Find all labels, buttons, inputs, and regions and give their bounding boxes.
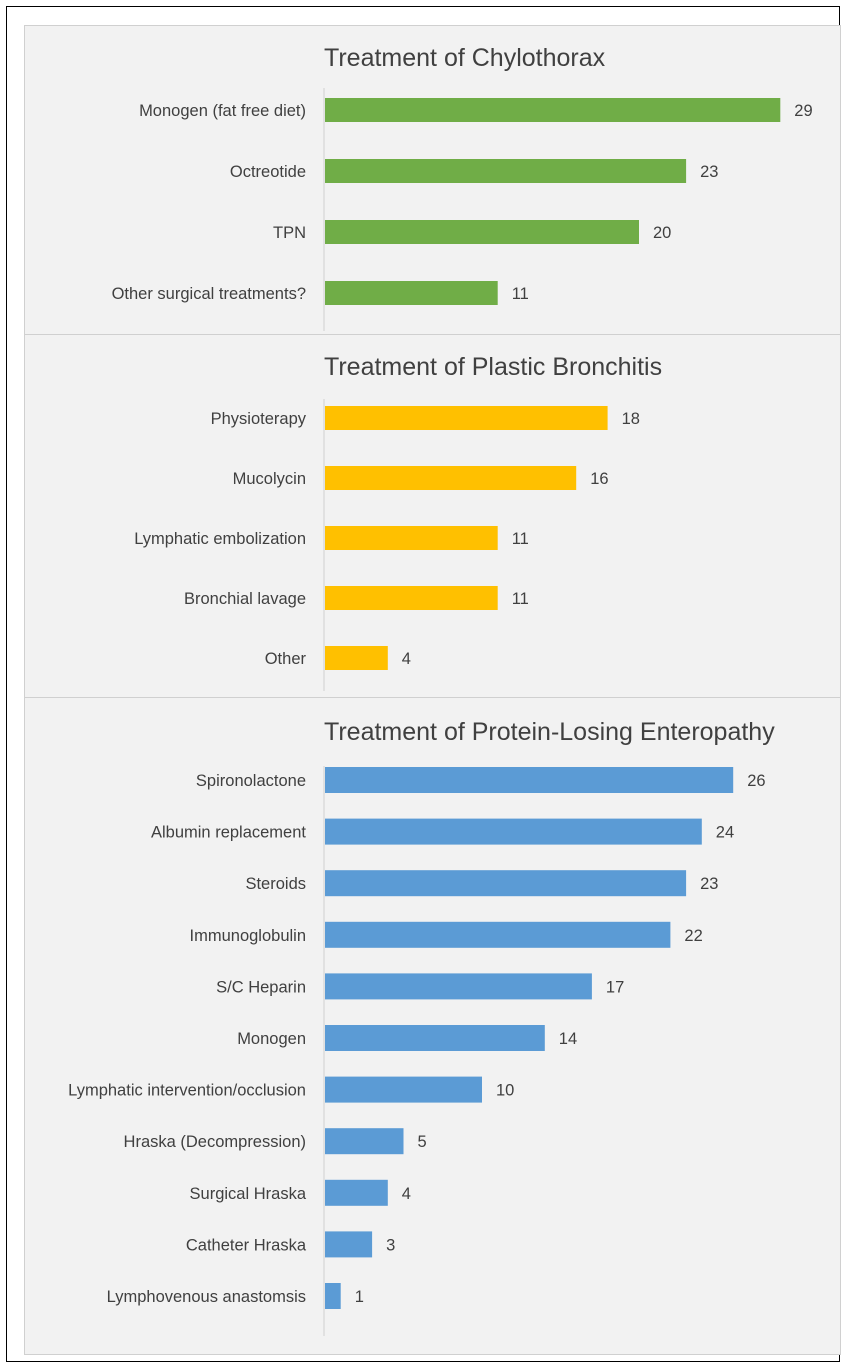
bar — [325, 281, 498, 305]
category-label: TPN — [273, 224, 306, 242]
value-label: 4 — [402, 650, 411, 668]
bar — [325, 526, 498, 550]
value-label: 1 — [355, 1288, 364, 1306]
bar — [325, 586, 498, 610]
chylothorax-chart-panel: Treatment of Chylothorax Monogen (fat fre… — [24, 25, 841, 336]
bar — [325, 1128, 404, 1155]
value-label: 23 — [700, 875, 718, 893]
bar — [325, 1179, 388, 1206]
value-label: 11 — [512, 590, 529, 608]
value-label: 11 — [512, 285, 529, 303]
bar — [325, 870, 687, 897]
bar — [325, 220, 639, 244]
bar — [325, 98, 781, 122]
category-label: Other — [265, 650, 307, 668]
value-label: 20 — [653, 224, 671, 242]
value-label: 18 — [622, 410, 640, 428]
bar — [325, 406, 608, 430]
bar — [325, 466, 577, 490]
bar — [325, 1076, 482, 1103]
value-label: 22 — [684, 927, 702, 945]
category-label: Other surgical treatments? — [112, 285, 306, 303]
value-label: 11 — [512, 530, 529, 548]
value-label: 24 — [716, 824, 734, 842]
value-label: 4 — [402, 1185, 411, 1203]
figure-frame: Treatment of Chylothorax Monogen (fat fre… — [6, 6, 841, 1362]
plastic-bronchitis-chart-panel: Treatment of Plastic Bronchitis Physioter… — [24, 334, 841, 698]
category-label: Lymphatic intervention/occlusion — [68, 1082, 306, 1100]
category-label: Catheter Hraska — [186, 1236, 307, 1254]
value-label: 17 — [606, 978, 624, 996]
category-label: Hraska (Decompression) — [124, 1133, 306, 1151]
bar — [325, 973, 592, 1000]
value-label: 10 — [496, 1082, 514, 1100]
category-label: Monogen — [237, 1030, 306, 1048]
category-label: Octreotide — [230, 163, 306, 181]
bar — [325, 818, 702, 845]
category-label: Physioterapy — [211, 410, 307, 428]
category-label: Spironolactone — [196, 772, 306, 790]
bar — [325, 1231, 373, 1258]
category-label: S/C Heparin — [216, 978, 306, 996]
category-label: Albumin replacement — [151, 824, 306, 842]
category-label: Steroids — [245, 875, 306, 893]
bar — [325, 646, 388, 670]
chart-title: Treatment of Protein-Losing Enteropathy — [324, 718, 775, 746]
value-label: 3 — [386, 1236, 395, 1254]
value-label: 29 — [794, 102, 812, 120]
value-label: 26 — [747, 772, 765, 790]
category-label: Mucolycin — [233, 470, 306, 488]
category-label: Monogen (fat free diet) — [139, 102, 306, 120]
category-label: Surgical Hraska — [190, 1185, 307, 1203]
category-label: Lymphovenous anastomsis — [107, 1288, 306, 1306]
bar — [325, 159, 687, 183]
plastic-bronchitis-chart: Treatment of Plastic Bronchitis Physioter… — [134, 353, 662, 691]
ple-chart-panel: Treatment of Protein-Losing Enteropathy S… — [24, 697, 841, 1355]
chart-title: Treatment of Plastic Bronchitis — [324, 353, 662, 381]
bar — [325, 1283, 341, 1309]
category-label: Immunoglobulin — [190, 927, 306, 945]
ple-chart: Treatment of Protein-Losing Enteropathy S… — [68, 718, 775, 1336]
bar — [325, 921, 671, 948]
chylothorax-chart: Treatment of Chylothorax Monogen (fat fre… — [112, 44, 813, 331]
category-label: Lymphatic embolization — [134, 530, 306, 548]
category-label: Bronchial lavage — [184, 590, 306, 608]
value-label: 23 — [700, 163, 718, 181]
value-label: 5 — [418, 1133, 427, 1151]
bar — [325, 767, 734, 793]
chart-title: Treatment of Chylothorax — [324, 44, 606, 72]
bar — [325, 1025, 545, 1051]
value-label: 16 — [590, 470, 608, 488]
value-label: 14 — [559, 1030, 577, 1048]
